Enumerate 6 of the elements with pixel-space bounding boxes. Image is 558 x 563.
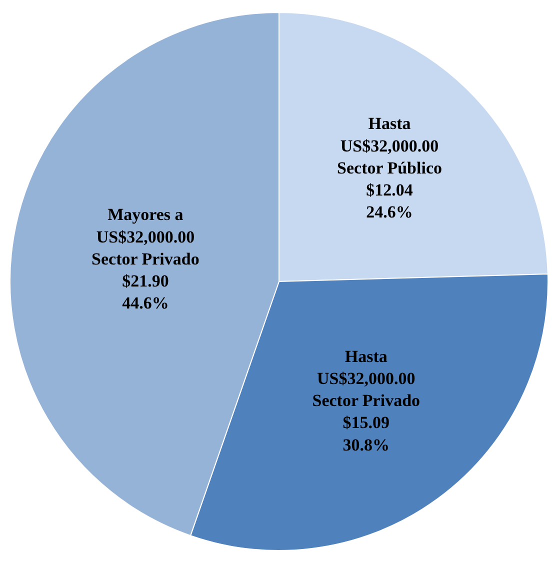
slice-label: Mayores a US$32,000.00 Sector Privado — [92, 205, 200, 268]
data-label: $21.90 44.6% — [122, 272, 169, 313]
data-label: $12.04 24.6% — [366, 180, 414, 222]
slice-label: Hasta US$32,000.00 Sector Privado — [312, 346, 420, 410]
slice-label: Hasta US$32,000.00 Sector Público — [337, 114, 442, 178]
data-label: $15.09 30.8% — [342, 413, 390, 454]
